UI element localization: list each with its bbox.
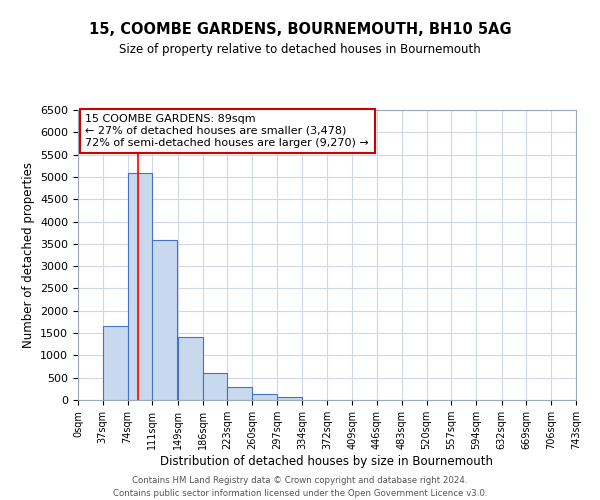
Text: Contains public sector information licensed under the Open Government Licence v3: Contains public sector information licen… xyxy=(113,489,487,498)
Bar xyxy=(277,397,302,400)
Bar xyxy=(178,336,203,400)
X-axis label: Distribution of detached houses by size in Bournemouth: Distribution of detached houses by size … xyxy=(161,455,493,468)
Text: Size of property relative to detached houses in Bournemouth: Size of property relative to detached ho… xyxy=(119,42,481,56)
Bar xyxy=(152,240,177,400)
Text: 15, COOMBE GARDENS, BOURNEMOUTH, BH10 5AG: 15, COOMBE GARDENS, BOURNEMOUTH, BH10 5A… xyxy=(89,22,511,38)
Bar xyxy=(252,394,277,400)
Y-axis label: Number of detached properties: Number of detached properties xyxy=(22,162,35,348)
Bar xyxy=(103,326,128,400)
Text: 15 COOMBE GARDENS: 89sqm
← 27% of detached houses are smaller (3,478)
72% of sem: 15 COOMBE GARDENS: 89sqm ← 27% of detach… xyxy=(85,114,369,148)
Text: Contains HM Land Registry data © Crown copyright and database right 2024.: Contains HM Land Registry data © Crown c… xyxy=(132,476,468,485)
Bar xyxy=(128,174,152,400)
Bar xyxy=(203,373,227,400)
Bar xyxy=(227,387,252,400)
